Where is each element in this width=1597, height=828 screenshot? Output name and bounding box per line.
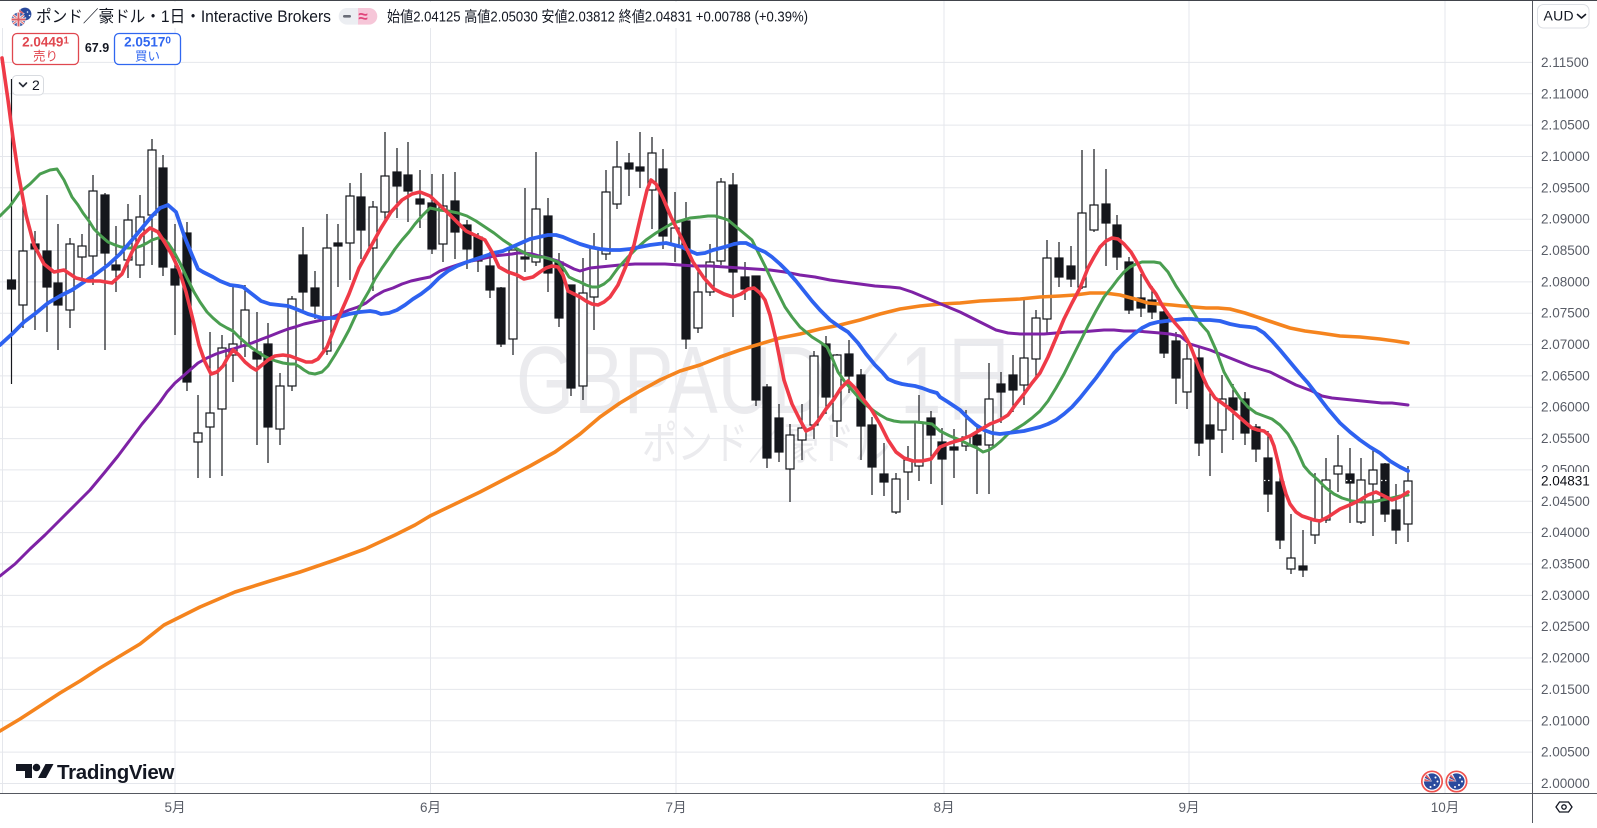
svg-text:2.06500: 2.06500	[1541, 368, 1590, 383]
svg-text:2.04000: 2.04000	[1541, 525, 1590, 540]
svg-text:2.08000: 2.08000	[1541, 274, 1590, 289]
svg-text:2.05170: 2.05170	[124, 35, 171, 50]
svg-text:2.03500: 2.03500	[1541, 557, 1590, 572]
svg-text:2.02500: 2.02500	[1541, 619, 1590, 634]
svg-text:2.10000: 2.10000	[1541, 149, 1590, 164]
svg-text:2.01000: 2.01000	[1541, 713, 1590, 728]
svg-text:2.08500: 2.08500	[1541, 243, 1590, 258]
svg-text:2.00000: 2.00000	[1541, 776, 1590, 791]
svg-text:2.04500: 2.04500	[1541, 494, 1590, 509]
svg-text:2.05500: 2.05500	[1541, 431, 1590, 446]
svg-text:2.11000: 2.11000	[1541, 86, 1589, 101]
svg-text:AUD: AUD	[1544, 8, 1574, 24]
svg-text:2.11500: 2.11500	[1541, 55, 1589, 70]
svg-text:2.03000: 2.03000	[1541, 588, 1590, 603]
svg-text:2.06000: 2.06000	[1541, 400, 1590, 415]
svg-text:2.09000: 2.09000	[1541, 212, 1590, 227]
svg-text:2.04831: 2.04831	[1541, 474, 1590, 489]
svg-text:TradingView: TradingView	[57, 761, 174, 784]
svg-text:6月: 6月	[420, 800, 441, 815]
svg-text:始値2.04125 高値2.05030 安値2.03812: 始値2.04125 高値2.05030 安値2.03812 終値2.04831 …	[387, 9, 808, 26]
svg-text:買い: 買い	[135, 50, 160, 64]
svg-text:2.07000: 2.07000	[1541, 337, 1590, 352]
svg-text:2.04491: 2.04491	[22, 35, 69, 50]
svg-text:67.9: 67.9	[85, 41, 109, 55]
svg-text:ポンド／豪ドル・1日・Interactive Brokers: ポンド／豪ドル・1日・Interactive Brokers	[36, 6, 331, 26]
svg-text:売り: 売り	[33, 49, 58, 64]
svg-text:≈: ≈	[358, 7, 367, 26]
svg-text:8月: 8月	[933, 800, 954, 815]
svg-text:2.00500: 2.00500	[1541, 745, 1590, 760]
svg-text:2.02000: 2.02000	[1541, 651, 1590, 666]
svg-text:2.07500: 2.07500	[1541, 306, 1590, 321]
svg-text:2.01500: 2.01500	[1541, 682, 1590, 697]
svg-text:7月: 7月	[665, 800, 686, 815]
svg-text:5月: 5月	[164, 800, 185, 815]
svg-text:9月: 9月	[1178, 800, 1199, 815]
svg-text:2.10500: 2.10500	[1541, 118, 1590, 133]
svg-text:10月: 10月	[1431, 800, 1460, 815]
svg-text:2: 2	[32, 77, 40, 93]
svg-text:2.09500: 2.09500	[1541, 180, 1590, 195]
